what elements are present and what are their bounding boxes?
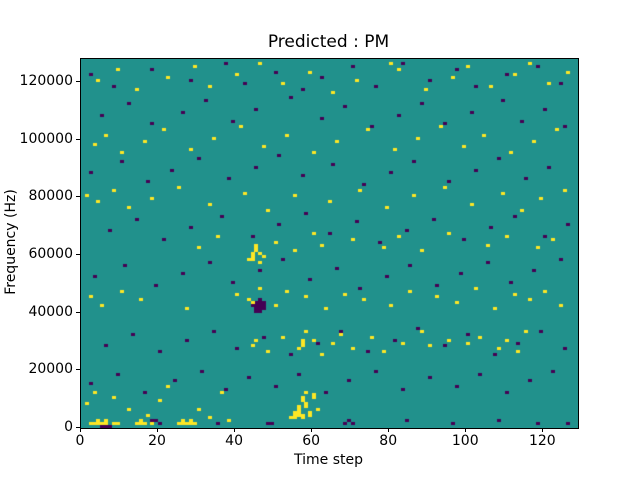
plot-area [80, 58, 579, 429]
x-tick-mark [80, 428, 81, 432]
x-tick-label: 100 [451, 433, 479, 449]
y-tick-mark [76, 138, 80, 140]
x-tick-label: 20 [148, 433, 166, 449]
y-axis-label: Frequency (Hz) [3, 189, 19, 295]
y-tick-label: 60000 [28, 246, 73, 263]
y-tick-mark [76, 311, 80, 313]
x-tick-label: 40 [225, 433, 243, 449]
x-tick-label: 80 [379, 433, 398, 449]
plot-title: Predicted : PM [267, 32, 390, 52]
x-tick-mark [542, 428, 544, 432]
x-tick-label: 120 [528, 433, 556, 449]
y-tick-mark [76, 196, 80, 198]
y-tick-mark [76, 81, 80, 83]
y-tick-label: 20000 [28, 361, 73, 378]
y-tick-label: 0 [64, 419, 73, 435]
y-tick-mark [76, 369, 80, 371]
x-tick-mark [388, 428, 390, 432]
y-tick-mark [76, 427, 80, 428]
y-tick-label: 80000 [28, 188, 73, 205]
x-tick-mark [465, 428, 467, 432]
x-axis-label: Time step [294, 452, 363, 468]
heatmap-canvas [81, 59, 578, 428]
y-tick-label: 120000 [19, 73, 73, 90]
y-tick-label: 40000 [28, 303, 73, 320]
x-tick-mark [311, 428, 313, 432]
y-tick-label: 100000 [19, 130, 73, 147]
y-tick-mark [76, 254, 80, 256]
x-tick-mark [157, 428, 159, 432]
x-tick-mark [234, 428, 236, 432]
x-tick-label: 60 [302, 433, 321, 449]
x-tick-label: 0 [75, 433, 85, 449]
